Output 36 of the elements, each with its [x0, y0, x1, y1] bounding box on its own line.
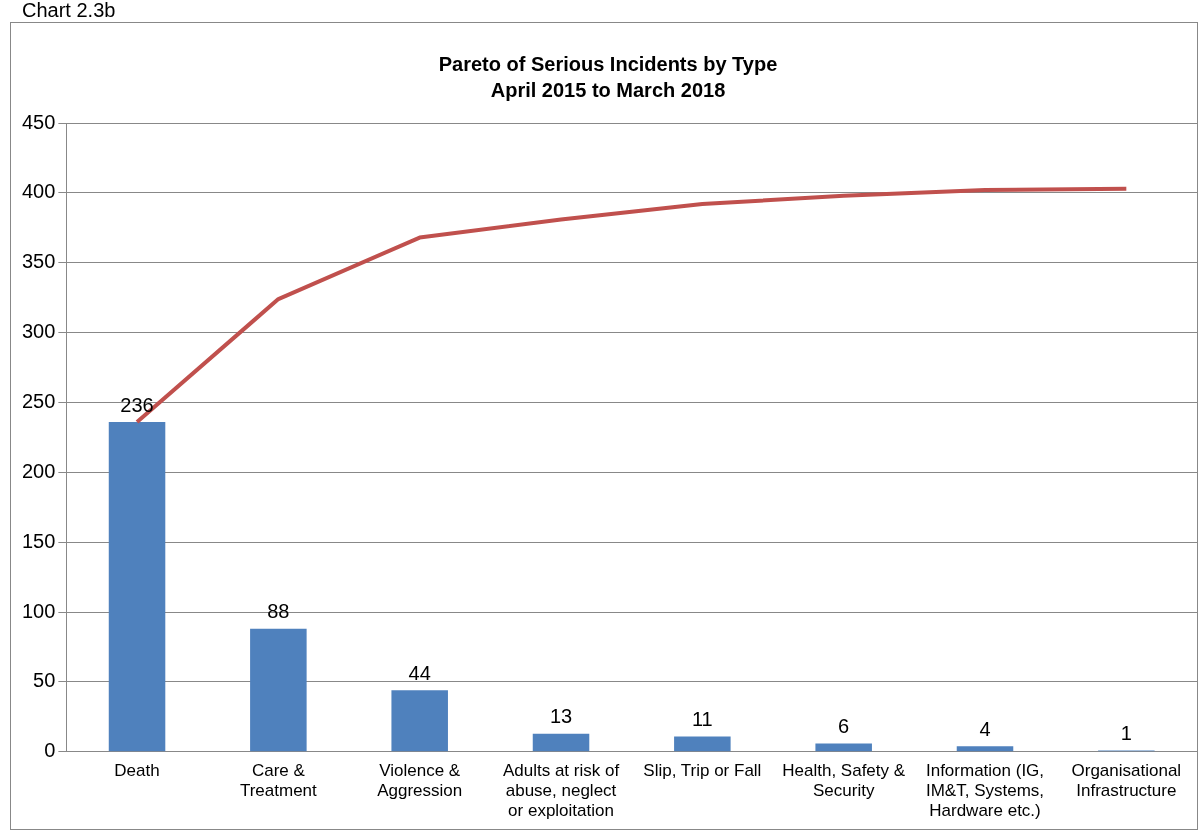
data-label: 4: [979, 717, 991, 740]
x-tick-label: Adults at risk of abuse, neglect or exploitation: [502, 760, 620, 821]
x-tick-label: Death: [114, 760, 160, 780]
data-label: 1: [1120, 721, 1132, 744]
data-label: 88: [267, 600, 290, 623]
bar: [391, 690, 448, 752]
bar: [250, 628, 307, 752]
y-tick-label: 400: [21, 180, 56, 203]
y-tick-label: 200: [21, 459, 56, 482]
chart-subtitle: April 2015 to March 2018: [490, 78, 726, 101]
bar: [815, 743, 872, 752]
data-label: 236: [120, 393, 154, 416]
y-tick-label: 350: [21, 250, 56, 273]
y-tick-label: 250: [21, 389, 56, 412]
caption: Chart 2.3b: [22, 0, 116, 21]
x-tick-label: Care & Treatment: [239, 760, 318, 801]
data-label: 44: [408, 661, 431, 684]
bar: [532, 733, 590, 752]
y-tick-label: 100: [21, 599, 56, 622]
y-tick-label: 50: [33, 669, 56, 692]
y-tick-label: 300: [21, 320, 56, 343]
bar: [108, 422, 166, 752]
y-tick-label: 0: [44, 739, 56, 762]
x-tick-label: Information (IG, IM&T, Systems, Hardware etc.): [925, 760, 1045, 821]
x-tick-label: Organisational Infrastructure: [1071, 760, 1182, 801]
bar: [674, 736, 731, 752]
x-tick-label: Health, Safety & Security: [782, 760, 906, 801]
data-label: 13: [549, 705, 573, 728]
data-label: 11: [691, 707, 713, 730]
y-tick-label: 150: [21, 529, 56, 552]
y-tick-label: 450: [21, 110, 56, 133]
bar: [956, 746, 1014, 752]
data-label: 6: [838, 714, 850, 737]
x-tick-label: Slip, Trip or Fall: [643, 760, 762, 780]
x-tick-label: Violence & Aggression: [377, 760, 463, 801]
chart-title: Pareto of Serious Incidents by Type: [438, 52, 778, 75]
